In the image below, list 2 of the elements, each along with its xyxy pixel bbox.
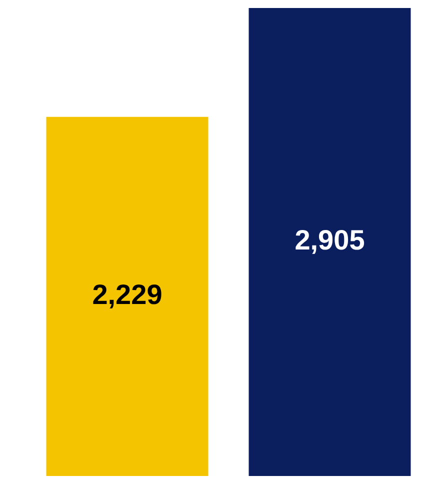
data-label: 2,905 [294,224,365,256]
data-label: 2,229 [92,278,162,310]
